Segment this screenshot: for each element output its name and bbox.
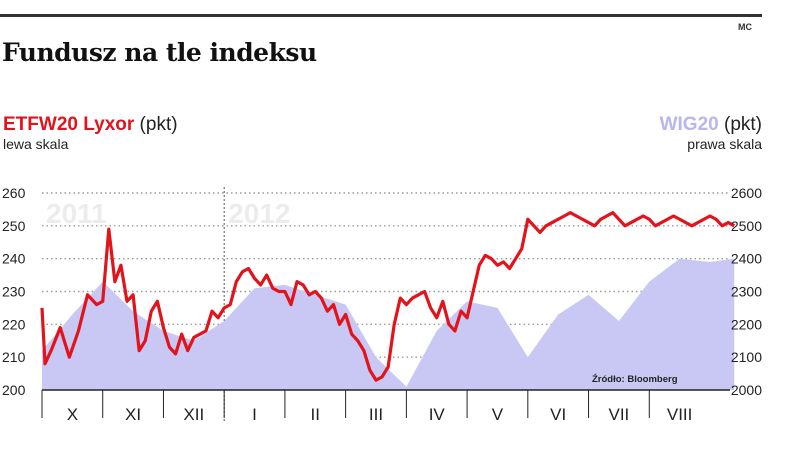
chart-title: Fundusz na tle indeksu <box>2 38 317 67</box>
right-tick-label: 2300 <box>731 284 762 300</box>
series-line-etfw20 <box>40 211 736 382</box>
month-label: VII <box>609 405 630 424</box>
right-legend-title: WIG20 (pkt) <box>660 114 762 136</box>
right-tick-label: 2100 <box>731 349 762 365</box>
author-credit: MC <box>738 22 752 32</box>
right-tick-label: 2200 <box>731 316 762 332</box>
left-tick-label: 250 <box>2 218 26 234</box>
left-series-name: ETFW20 Lyxor <box>3 114 135 135</box>
right-unit: (pkt) <box>724 114 762 135</box>
left-tick-label: 230 <box>2 284 26 300</box>
right-tick-label: 2400 <box>731 251 762 267</box>
month-label: IV <box>429 405 446 424</box>
month-label: XI <box>125 405 141 424</box>
month-label: XII <box>183 405 204 424</box>
left-legend: ETFW20 Lyxor (pkt) lewa skala <box>3 114 178 152</box>
left-scale-note: lewa skala <box>3 136 69 152</box>
right-tick-label: 2500 <box>731 218 762 234</box>
right-series-name: WIG20 <box>659 114 719 135</box>
right-legend: WIG20 (pkt) prawa skala <box>660 114 762 152</box>
year-label: 2012 <box>228 198 290 229</box>
month-label: V <box>492 405 504 424</box>
left-tick-label: 240 <box>2 251 26 267</box>
right-scale-note: prawa skala <box>687 136 762 152</box>
left-unit: (pkt) <box>139 114 178 135</box>
left-tick-label: 210 <box>2 349 26 365</box>
month-label: X <box>67 405 78 424</box>
left-tick-label: 260 <box>2 185 26 201</box>
top-rule <box>0 14 762 17</box>
left-tick-label: 200 <box>2 382 26 398</box>
month-label: VIII <box>667 405 693 424</box>
year-label: 2011 <box>46 198 107 229</box>
right-tick-label: 2600 <box>731 185 762 201</box>
month-label: I <box>252 405 257 424</box>
month-label: II <box>311 405 320 424</box>
source-note: Źródło: Bloomberg <box>592 374 678 385</box>
month-label: VI <box>550 405 566 424</box>
series-area-wig20 <box>42 258 735 390</box>
month-label: III <box>369 405 383 424</box>
left-legend-title: ETFW20 Lyxor (pkt) <box>3 114 178 136</box>
right-tick-label: 2000 <box>731 382 762 398</box>
left-tick-label: 220 <box>2 316 26 332</box>
